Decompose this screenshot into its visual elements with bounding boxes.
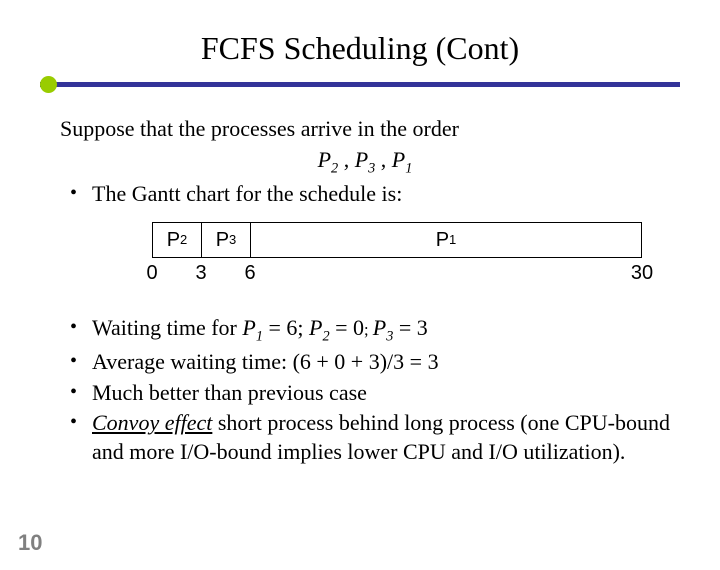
gantt-seg-sub: 1	[449, 232, 456, 249]
order-p3: P	[355, 147, 368, 172]
wt-pre: Waiting time for	[92, 315, 242, 340]
gantt-segment: P3	[201, 223, 250, 257]
slide-title: FCFS Scheduling (Cont)	[0, 30, 720, 67]
bullet-waiting-time: Waiting time for P1 = 6; P2 = 0; P3 = 3	[64, 314, 670, 346]
wt-p1v: = 6;	[263, 315, 309, 340]
gantt-tick: 6	[244, 260, 255, 286]
bullet-better: Much better than previous case	[64, 379, 670, 408]
wt-p3: P	[373, 315, 386, 340]
wt-p2v: = 0	[330, 315, 364, 340]
gantt-row: P2P3P1	[152, 222, 642, 258]
gantt-tick: 0	[146, 260, 157, 286]
gantt-ticks: 03630	[152, 260, 642, 286]
gantt-segment: P2	[152, 223, 201, 257]
bullet-gantt-intro: The Gantt chart for the schedule is:	[64, 180, 670, 209]
gantt-tick: 3	[195, 260, 206, 286]
rule-line	[40, 82, 680, 87]
gantt-seg-label: P	[216, 227, 229, 253]
bullet-list-2: Waiting time for P1 = 6; P2 = 0; P3 = 3 …	[64, 314, 670, 466]
bullet-convoy: Convoy effect short process behind long …	[64, 409, 670, 466]
gantt-tick: 30	[631, 260, 653, 286]
rule-dot	[40, 76, 57, 93]
order-p2: P	[318, 147, 331, 172]
bullet-list-1: The Gantt chart for the schedule is:	[64, 180, 670, 209]
title-rule	[40, 73, 680, 87]
gantt-seg-sub: 3	[229, 232, 236, 249]
content-area: Suppose that the processes arrive in the…	[60, 115, 670, 467]
intro-text: Suppose that the processes arrive in the…	[60, 115, 670, 144]
gantt-seg-label: P	[436, 227, 449, 253]
order-p1: P	[392, 147, 405, 172]
convoy-term: Convoy effect	[92, 410, 212, 435]
order-sep1: ,	[338, 147, 355, 172]
wt-p2s: 2	[322, 329, 329, 345]
order-sep2: ,	[375, 147, 392, 172]
gantt-segment: P1	[250, 223, 642, 257]
process-order: P2 , P3 , P1	[60, 146, 670, 178]
gantt-seg-sub: 2	[180, 232, 187, 249]
page-number: 10	[18, 530, 42, 556]
gantt-seg-label: P	[167, 227, 180, 253]
wt-p1s: 1	[256, 329, 263, 345]
wt-sep: ;	[364, 320, 373, 339]
wt-p1: P	[242, 315, 255, 340]
gantt-chart: P2P3P1 03630	[152, 222, 642, 286]
order-p1-sub: 1	[405, 160, 412, 176]
wt-p3v: = 3	[393, 315, 427, 340]
wt-p2: P	[309, 315, 322, 340]
bullet-avg-wait: Average waiting time: (6 + 0 + 3)/3 = 3	[64, 348, 670, 377]
